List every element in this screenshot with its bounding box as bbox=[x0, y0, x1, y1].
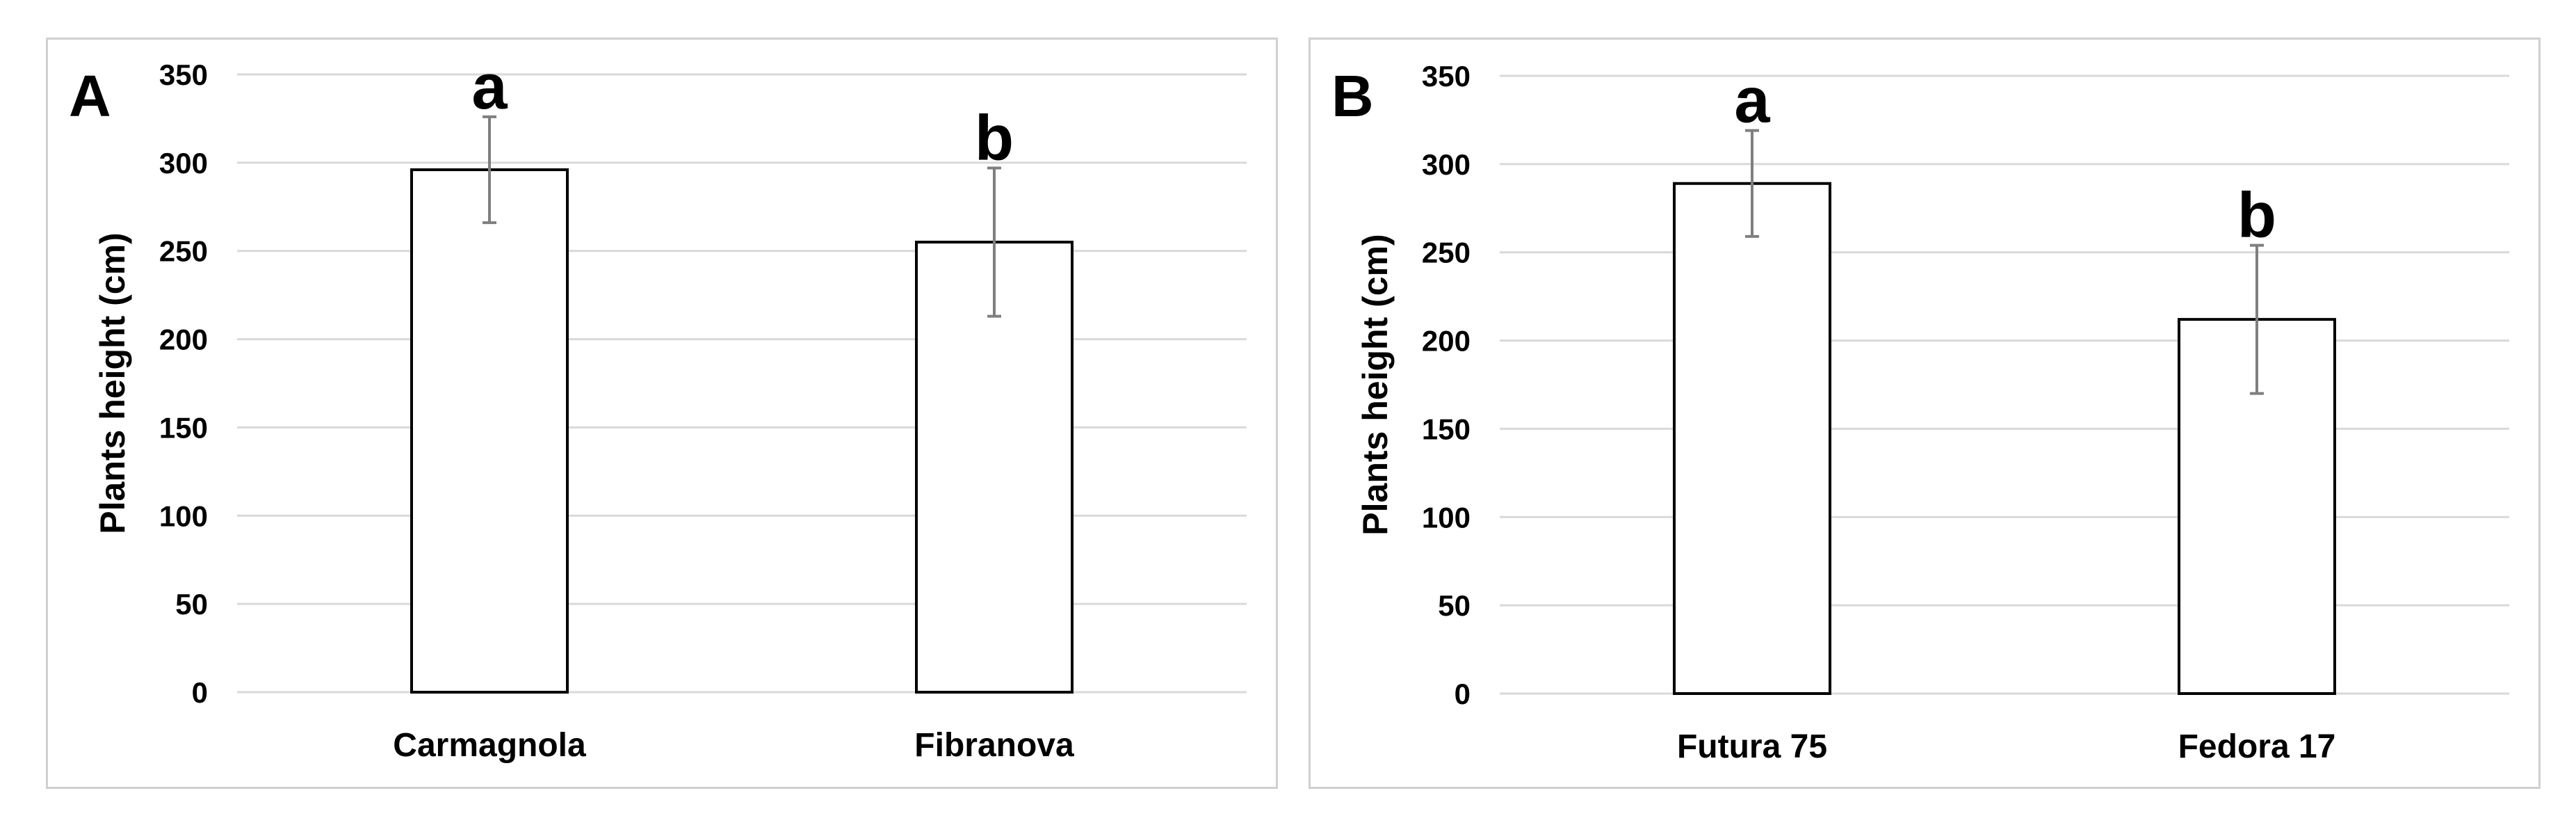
significance-letter: a bbox=[471, 51, 508, 122]
y-tick-label: 300 bbox=[1422, 148, 1471, 181]
y-tick-label: 0 bbox=[192, 676, 208, 709]
bar bbox=[410, 168, 569, 694]
y-tick-label: 150 bbox=[1422, 413, 1471, 445]
y-tick-label: 0 bbox=[1455, 678, 1471, 710]
bar-chart-b: B Plants height (cm) 0 50 100 150 200 250 300 350… bbox=[1331, 60, 2509, 765]
significance-letter: b bbox=[975, 102, 1014, 173]
y-axis-label: Plants height (cm) bbox=[1356, 234, 1395, 535]
y-tick-label: 350 bbox=[1422, 60, 1471, 93]
chart-panel-b: B Plants height (cm) 0 50 100 150 200 250 300 350… bbox=[1309, 38, 2541, 789]
bar-chart-a: A Plants height (cm) 0 50 100 150 200 250 300 350… bbox=[69, 51, 1247, 764]
x-category-label: Futura 75 bbox=[1677, 728, 1827, 765]
y-tick-label: 200 bbox=[1422, 325, 1471, 358]
y-tick-label: 100 bbox=[1422, 501, 1471, 534]
significance-letter: a bbox=[1734, 65, 1770, 136]
y-tick-label: 300 bbox=[159, 147, 208, 179]
x-category-label: Fedora 17 bbox=[2178, 728, 2336, 765]
chart-panel-a: A Plants height (cm) 0 50 100 150 200 250 300 350… bbox=[46, 38, 1278, 789]
x-category-label: Fibranova bbox=[914, 727, 1074, 764]
y-tick-label: 250 bbox=[1422, 237, 1471, 269]
bar bbox=[1673, 182, 1831, 696]
y-tick-label: 50 bbox=[1438, 589, 1471, 622]
y-tick-label: 50 bbox=[175, 588, 208, 621]
y-tick-label: 150 bbox=[159, 411, 208, 444]
y-axis-label: Plants height (cm) bbox=[93, 232, 132, 534]
significance-letter: b bbox=[2237, 180, 2276, 251]
panel-label: A bbox=[69, 63, 111, 129]
x-category-label: Carmagnola bbox=[393, 727, 586, 764]
panel-label: B bbox=[1331, 63, 1374, 129]
y-tick-label: 100 bbox=[159, 499, 208, 532]
y-tick-label: 350 bbox=[159, 58, 208, 91]
y-tick-label: 200 bbox=[159, 323, 208, 356]
y-tick-label: 250 bbox=[159, 235, 208, 268]
